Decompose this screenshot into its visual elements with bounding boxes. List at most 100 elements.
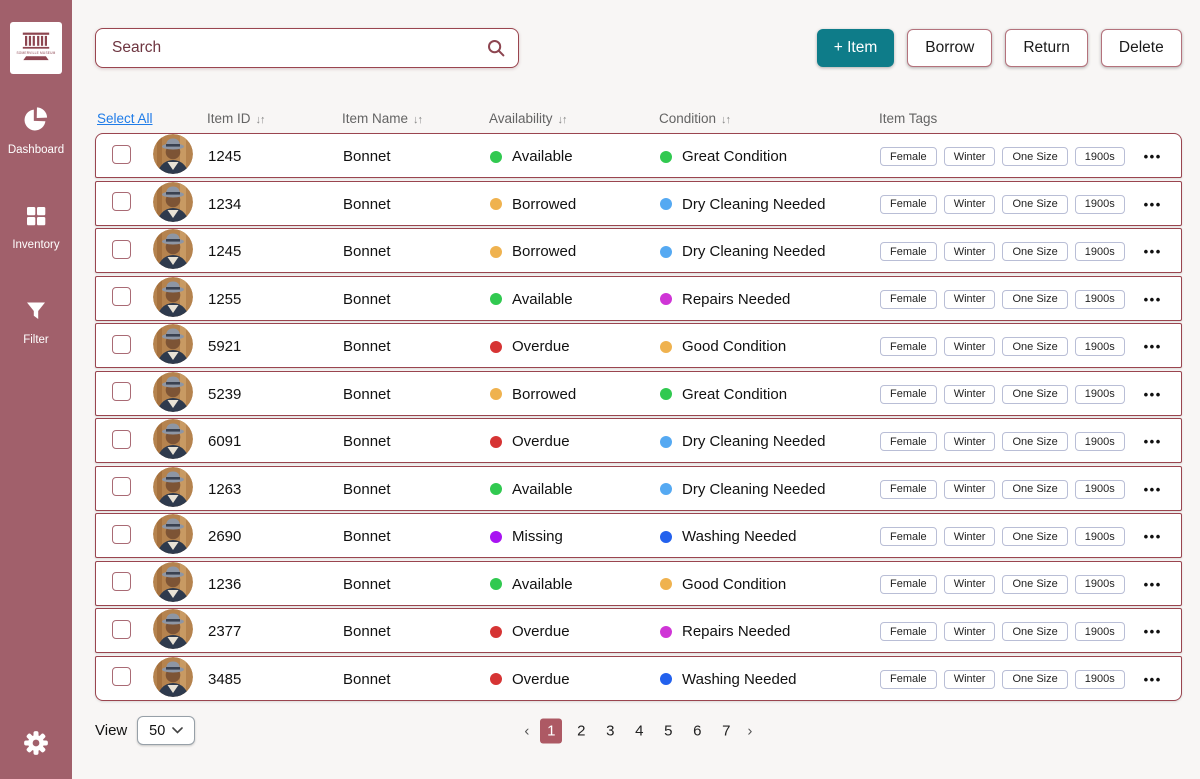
condition-status: Great Condition — [660, 386, 880, 403]
row-checkbox[interactable] — [112, 382, 131, 401]
page-button-2[interactable]: 2 — [577, 722, 586, 739]
page-button-5[interactable]: 5 — [664, 722, 673, 739]
next-page-button[interactable]: › — [747, 722, 753, 739]
column-header-item-name[interactable]: Item Name ↓↑ — [342, 110, 423, 126]
sidebar-item-filter[interactable]: Filter — [23, 299, 49, 346]
item-tag: 1900s — [1074, 527, 1125, 546]
sidebar-item-label: Inventory — [12, 239, 60, 251]
item-tag: Female — [880, 479, 937, 499]
add-item-button[interactable]: + Item — [816, 29, 895, 67]
row-menu-button[interactable]: ••• — [1143, 576, 1162, 592]
bottom-bar: View 50 ‹ 1 2 3 4 5 6 7 › — [95, 716, 1182, 746]
row-menu-button[interactable]: ••• — [1143, 339, 1162, 354]
row-checkbox[interactable] — [112, 667, 131, 686]
row-menu-button[interactable]: ••• — [1143, 244, 1162, 259]
item-name: Bonnet — [343, 575, 391, 593]
item-tag: One Size — [1002, 289, 1068, 309]
column-header-availability[interactable]: Availability ↓↑ — [489, 110, 568, 126]
item-name: Bonnet — [343, 148, 391, 165]
page-button-3[interactable]: 3 — [606, 722, 615, 739]
item-name: Bonnet — [343, 623, 391, 640]
availability-status: Overdue — [490, 433, 660, 450]
row-checkbox[interactable] — [112, 619, 131, 639]
row-menu-button[interactable]: ••• — [1143, 434, 1162, 449]
sort-icon[interactable]: ↓↑ — [413, 113, 423, 126]
item-tag: One Size — [1002, 384, 1068, 404]
page-button-6[interactable]: 6 — [693, 722, 702, 739]
condition-status: Repairs Needed — [660, 291, 880, 308]
availability-status: Borrowed — [490, 196, 660, 213]
item-tag: Winter — [943, 527, 996, 546]
tag-list: Female Winter One Size 1900s — [880, 194, 1125, 214]
column-header-condition[interactable]: Condition ↓↑ — [659, 110, 731, 126]
table-row: 2690 Bonnet Missing Washing Needed Femal… — [95, 513, 1182, 558]
row-checkbox[interactable] — [112, 429, 131, 449]
row-menu-button[interactable]: ••• — [1143, 149, 1162, 164]
item-avatar — [153, 466, 193, 507]
item-tag: Female — [880, 194, 937, 214]
sort-icon[interactable]: ↓↑ — [255, 113, 266, 126]
item-id: 6091 — [208, 433, 242, 450]
item-tag: Female — [880, 527, 937, 546]
item-tag: Female — [880, 574, 937, 594]
row-menu-button[interactable]: ••• — [1143, 671, 1162, 687]
tag-list: Female Winter One Size 1900s — [880, 527, 1125, 546]
settings-button[interactable] — [21, 728, 51, 763]
row-checkbox[interactable] — [112, 192, 131, 211]
availability-label: Missing — [512, 528, 563, 545]
select-all-link[interactable]: Select All — [97, 110, 153, 126]
sidebar-item-label: Dashboard — [7, 144, 65, 156]
delete-button[interactable]: Delete — [1100, 29, 1182, 67]
condition-dot — [660, 625, 672, 638]
row-menu-button[interactable]: ••• — [1143, 291, 1162, 307]
condition-status: Dry Cleaning Needed — [660, 196, 880, 213]
row-checkbox[interactable] — [112, 477, 131, 496]
item-name: Bonnet — [343, 528, 391, 545]
sidebar-item-inventory[interactable]: Inventory — [12, 204, 60, 251]
page-button-4[interactable]: 4 — [635, 722, 644, 739]
tag-list: Female Winter One Size 1900s — [880, 147, 1125, 166]
row-menu-button[interactable]: ••• — [1143, 386, 1162, 402]
tag-list: Female Winter One Size 1900s — [880, 432, 1125, 451]
item-tag: Winter — [943, 242, 996, 261]
availability-status: Overdue — [490, 671, 660, 688]
item-tag: 1900s — [1074, 432, 1125, 451]
item-tag: 1900s — [1074, 289, 1125, 309]
borrow-button[interactable]: Borrow — [907, 29, 993, 67]
table-row: 5239 Bonnet Borrowed Great Condition Fem… — [95, 370, 1182, 416]
row-menu-button[interactable]: ••• — [1143, 529, 1162, 544]
row-checkbox[interactable] — [112, 572, 131, 591]
availability-dot — [490, 530, 502, 543]
condition-status: Washing Needed — [660, 671, 880, 688]
item-tag: One Size — [1002, 574, 1068, 594]
page-button-7[interactable]: 7 — [722, 722, 731, 739]
row-menu-button[interactable]: ••• — [1143, 481, 1162, 497]
availability-status: Missing — [490, 528, 660, 545]
sort-icon[interactable]: ↓↑ — [557, 113, 568, 126]
prev-page-button[interactable]: ‹ — [524, 722, 530, 739]
search-icon[interactable] — [486, 38, 506, 58]
view-count-select[interactable]: 50 — [137, 716, 196, 745]
page-button-1[interactable]: 1 — [540, 718, 563, 743]
row-menu-button[interactable]: ••• — [1143, 196, 1162, 212]
search-input[interactable] — [95, 28, 519, 68]
view-count-value: 50 — [149, 722, 166, 739]
row-checkbox[interactable] — [112, 287, 131, 306]
availability-label: Overdue — [512, 670, 570, 688]
item-tag: One Size — [1002, 147, 1068, 166]
column-header-item-id[interactable]: Item ID ↓↑ — [207, 110, 266, 126]
inventory-table: 1245 Bonnet Available Great Condition Fe… — [95, 133, 1182, 701]
return-button[interactable]: Return — [1005, 29, 1088, 67]
row-checkbox[interactable] — [112, 239, 131, 259]
row-checkbox[interactable] — [112, 144, 131, 164]
chevron-down-icon — [172, 727, 184, 734]
row-menu-button[interactable]: ••• — [1143, 624, 1162, 639]
row-checkbox[interactable] — [112, 524, 131, 544]
item-name: Bonnet — [343, 385, 391, 403]
sidebar-item-dashboard[interactable]: Dashboard — [8, 106, 64, 156]
sort-icon[interactable]: ↓↑ — [721, 113, 731, 126]
item-avatar — [153, 514, 193, 554]
availability-label: Available — [512, 575, 573, 593]
museum-logo[interactable]: SOMERVILLE MUSEUM — [10, 22, 62, 74]
row-checkbox[interactable] — [112, 334, 131, 354]
